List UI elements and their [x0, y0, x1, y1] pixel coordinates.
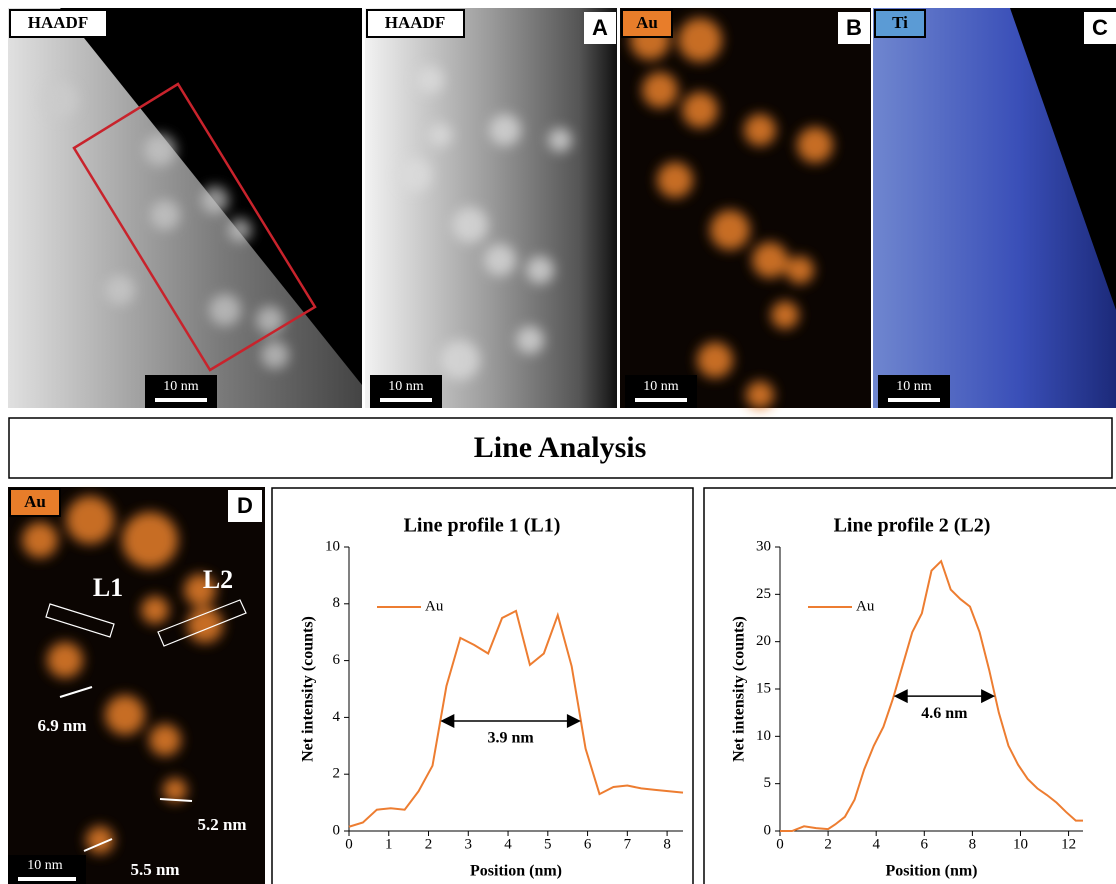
arrow-head — [567, 714, 581, 728]
panel-tag: Ti — [892, 13, 908, 32]
y-tick-label: 30 — [756, 538, 771, 554]
x-tick-label: 5 — [544, 836, 552, 852]
y-tick-label: 6 — [333, 652, 341, 668]
panel-tag: HAADF — [385, 13, 445, 32]
size-label: 5.5 nm — [130, 860, 179, 879]
panel-tag: HAADF — [28, 13, 88, 32]
y-axis-label: Net intensity (counts) — [300, 616, 317, 762]
x-tick-label: 12 — [1061, 836, 1076, 852]
y-tick-label: 5 — [764, 775, 772, 791]
panel-d: Au D L1 L2 6.9 nm 5.2 nm 5.5 nm 10 nm — [8, 487, 265, 884]
panel-letter: A — [592, 15, 608, 40]
panel-haadf: HAADF A 10 nm — [365, 8, 617, 408]
scale-bar-label: 10 nm — [643, 379, 679, 394]
x-tick-label: 6 — [584, 836, 592, 852]
panel-ti: Ti C 10 nm — [873, 8, 1116, 408]
x-tick-label: 1 — [385, 836, 393, 852]
y-tick-label: 2 — [333, 766, 341, 782]
arrow-head — [440, 714, 454, 728]
x-tick-label: 4 — [504, 836, 512, 852]
panel-haadf: HAADF 10 nm — [8, 8, 362, 408]
scale-bar-label: 10 nm — [163, 379, 199, 394]
panel-letter: D — [237, 493, 253, 518]
panel-letter: B — [846, 15, 862, 40]
x-tick-label: 7 — [624, 836, 632, 852]
y-tick-label: 20 — [756, 633, 771, 649]
x-axis-label: Position (nm) — [886, 863, 978, 880]
x-tick-label: 8 — [969, 836, 977, 852]
legend-label: Au — [856, 598, 875, 614]
legend-label: Au — [425, 598, 444, 614]
panel-tag: Au — [636, 13, 658, 32]
y-tick-label: 10 — [325, 538, 340, 554]
size-label: 6.9 nm — [37, 716, 86, 735]
figure: HAADF 10 nm HAADF A 10 nm Au B 10 nm Ti … — [0, 0, 1116, 884]
x-tick-label: 2 — [425, 836, 433, 852]
chart-title: Line profile 1 (L1) — [404, 515, 561, 537]
y-tick-label: 10 — [756, 728, 771, 744]
x-tick-label: 10 — [1013, 836, 1028, 852]
section-title: Line Analysis — [474, 431, 647, 464]
y-tick-label: 4 — [333, 709, 341, 725]
x-tick-label: 3 — [465, 836, 473, 852]
y-tick-label: 15 — [756, 680, 771, 696]
panel-letter: C — [1092, 15, 1108, 40]
y-tick-label: 8 — [333, 595, 341, 611]
series-line — [349, 611, 683, 827]
panel-tag: Au — [24, 492, 46, 511]
line-label: L2 — [203, 565, 233, 594]
x-tick-label: 4 — [872, 836, 880, 852]
width-label: 3.9 nm — [487, 730, 534, 747]
scale-bar-label: 10 nm — [896, 379, 932, 394]
scale-bar-label: 10 nm — [27, 858, 63, 873]
x-tick-label: 6 — [921, 836, 929, 852]
x-tick-label: 8 — [663, 836, 671, 852]
scale-bar-label: 10 nm — [388, 379, 424, 394]
line-label: L1 — [93, 573, 123, 602]
panel-au: Au B 10 nm — [620, 8, 871, 409]
x-axis-label: Position (nm) — [470, 863, 562, 880]
x-tick-label: 0 — [776, 836, 784, 852]
size-label: 5.2 nm — [197, 815, 246, 834]
y-tick-label: 0 — [764, 822, 772, 838]
x-tick-label: 0 — [345, 836, 353, 852]
chart-title: Line profile 2 (L2) — [834, 515, 991, 537]
width-label: 4.6 nm — [921, 705, 968, 722]
y-tick-label: 25 — [756, 586, 771, 602]
x-tick-label: 2 — [824, 836, 832, 852]
y-axis-label: Net intensity (counts) — [731, 616, 748, 762]
y-tick-label: 0 — [333, 822, 341, 838]
